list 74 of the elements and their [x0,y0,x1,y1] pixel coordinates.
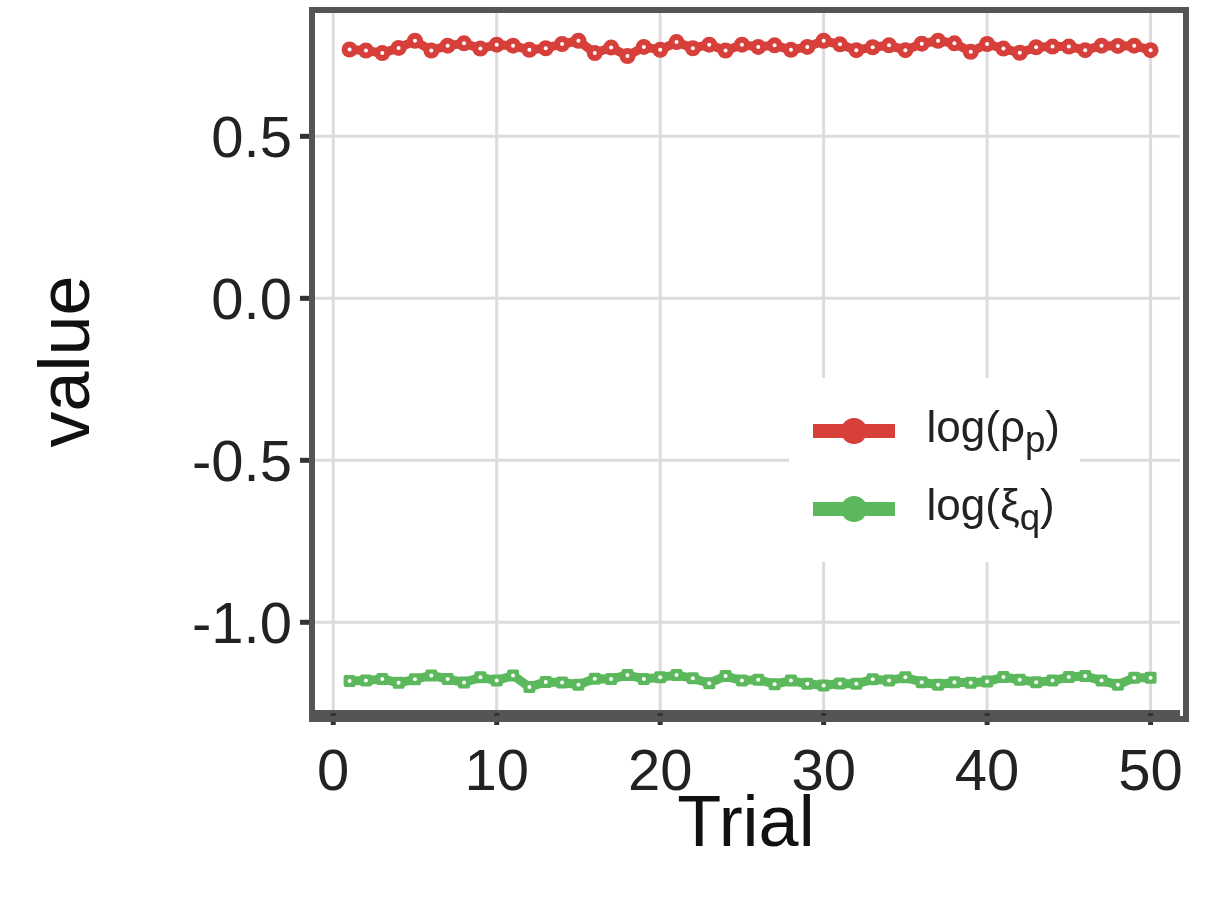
point [406,32,423,49]
point [897,42,914,59]
point [831,36,848,53]
point [570,32,587,49]
point [815,32,832,49]
point [995,40,1012,57]
point [374,45,391,62]
point [701,36,718,53]
x-tick-label: 40 [954,737,1020,803]
point [799,38,816,55]
point [537,40,554,57]
y-tick-label: -0.5 [192,427,292,493]
point [915,676,928,689]
point [488,36,505,53]
point [619,48,636,64]
point [782,41,799,58]
point [521,41,538,58]
point [1128,671,1141,684]
x-tick-label: 0 [317,737,350,803]
x-tick-label: 10 [464,737,529,803]
point [586,45,603,62]
point [1093,37,1110,54]
point [390,39,407,56]
point [733,36,750,53]
x-tick-label: 50 [1118,737,1183,803]
y-axis-title: value [23,275,104,448]
point [668,34,685,51]
point [750,38,767,55]
y-tick-label: 0.5 [211,103,292,169]
point [717,42,734,59]
point [864,39,881,56]
point [766,37,783,54]
point [881,37,898,54]
point [635,38,652,55]
point [603,39,620,56]
point [946,35,963,52]
point [357,42,374,59]
y-tick-label: 0.0 [211,265,292,331]
point [1060,38,1077,55]
point [341,41,358,58]
point [848,42,865,59]
point [1077,42,1094,59]
point [703,677,716,690]
point [1028,39,1045,56]
point [507,669,520,682]
point [343,674,356,687]
y-tick-label: -1.0 [192,589,292,655]
point [684,40,701,57]
point [1011,44,1028,61]
point [1044,38,1061,55]
point [979,36,996,53]
point [1111,678,1124,691]
point [913,35,930,52]
point [458,676,471,689]
point [523,681,536,694]
point [456,35,473,52]
legend-label: log(ξ$_{q}$) [926,479,1055,539]
point [423,42,440,59]
point [930,32,947,49]
point [1126,37,1143,54]
point [588,672,601,685]
point [962,43,979,60]
point [1144,671,1157,684]
point [554,36,571,53]
point [572,678,585,691]
point [1109,37,1126,54]
point [505,37,522,54]
legend-label: log(ρ$_{p}$) [926,401,1060,461]
point [652,41,669,58]
point [472,40,489,57]
point [768,678,781,691]
point [439,37,456,54]
point [719,670,732,683]
point [1142,42,1159,59]
